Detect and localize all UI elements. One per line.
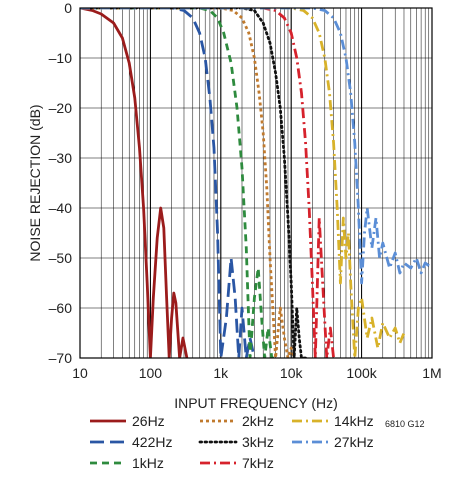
legend-label: 422Hz xyxy=(132,434,172,450)
x-tick-label: 1k xyxy=(213,365,229,381)
x-tick-label: 10 xyxy=(72,365,88,381)
series-line-1khz xyxy=(80,8,276,358)
series-line-3khz xyxy=(80,8,307,358)
x-tick-label: 10k xyxy=(280,365,304,381)
y-tick-label: –50 xyxy=(49,250,73,266)
legend-label: 27kHz xyxy=(334,434,374,450)
series-line-7khz xyxy=(80,8,335,358)
x-tick-label: 100 xyxy=(139,365,163,381)
y-tick-label: –40 xyxy=(49,200,73,216)
legend-label: 1kHz xyxy=(132,455,164,471)
series-line-26hz xyxy=(80,8,189,358)
legend-label: 26Hz xyxy=(132,413,165,429)
y-tick-label: 0 xyxy=(64,0,72,16)
y-tick-label: –30 xyxy=(49,150,73,166)
y-tick-labels: 0 –10 –20 –30 –40 –50 –60 –70 xyxy=(49,0,73,366)
series-line-422hz xyxy=(80,8,256,358)
y-tick-label: –70 xyxy=(49,350,73,366)
y-axis-title: NOISE REJECTION (dB) xyxy=(27,104,43,261)
legend-label: 3kHz xyxy=(242,434,274,450)
x-axis-title: INPUT FREQUENCY (Hz) xyxy=(174,395,338,411)
legend-label: 14kHz xyxy=(334,413,374,429)
legend: 26Hz 2kHz 14kHz 422Hz 3kHz 27kHz 1kHz 7kHz xyxy=(90,413,374,471)
y-tick-label: –10 xyxy=(49,50,73,66)
legend-label: 2kHz xyxy=(242,413,274,429)
y-tick-label: –20 xyxy=(49,100,73,116)
x-tick-labels: 10 100 1k 10k 100k 1M xyxy=(72,365,442,381)
x-tick-label: 1M xyxy=(422,365,441,381)
y-tick-label: –60 xyxy=(49,300,73,316)
series-line-27khz xyxy=(80,8,432,285)
legend-label: 7kHz xyxy=(242,455,274,471)
plot-frame xyxy=(79,7,433,359)
x-tick-label: 100k xyxy=(346,365,377,381)
figure-code: 6810 G12 xyxy=(385,419,425,429)
series-layer xyxy=(80,8,432,358)
plot-background xyxy=(80,8,432,358)
